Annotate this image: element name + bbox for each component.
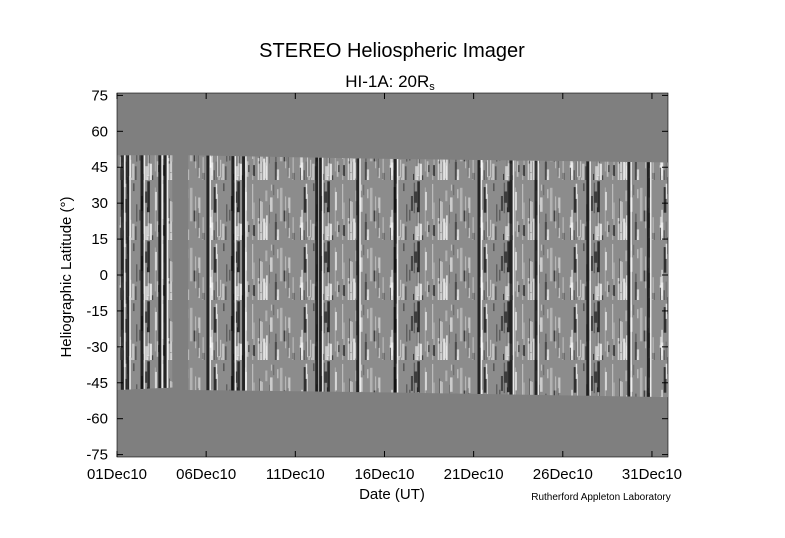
- cme-track-highlight: [512, 160, 515, 395]
- cme-track-highlight: [245, 156, 247, 391]
- cme-track: [163, 155, 167, 388]
- credit-label: Rutherford Appleton Laboratory: [531, 492, 671, 503]
- cme-track-highlight: [630, 162, 632, 397]
- cme-track-highlight: [234, 156, 236, 391]
- y-tick-label: -75: [86, 447, 108, 464]
- x-tick-label: 26Dec10: [533, 466, 593, 483]
- cme-track: [509, 160, 513, 395]
- subtitle-main: HI-1A: 20R: [345, 72, 429, 91]
- cme-track-highlight: [123, 155, 126, 390]
- y-tick-label: 60: [91, 123, 108, 140]
- chart-subtitle: HI-1A: 20Rs: [345, 72, 435, 93]
- cme-track-highlight: [396, 159, 399, 393]
- cme-track-highlight: [209, 155, 211, 391]
- cme-track: [315, 157, 319, 392]
- cme-track: [627, 162, 631, 397]
- x-axis: 01Dec10 06Dec10 11Dec10 16Dec10 21Dec10 26Dec…: [87, 93, 682, 483]
- cme-track: [586, 161, 590, 396]
- x-tick-label: 16Dec10: [354, 466, 414, 483]
- x-tick-label: 06Dec10: [176, 466, 236, 483]
- x-tick-label: 01Dec10: [87, 466, 147, 483]
- cme-track: [120, 155, 124, 390]
- cme-track-highlight: [480, 160, 483, 394]
- cme-track: [140, 155, 144, 389]
- cme-track: [242, 156, 246, 391]
- cme-track: [393, 159, 397, 393]
- subtitle-subscript: s: [429, 81, 435, 93]
- cme-track-highlight: [129, 155, 131, 390]
- cme-track-highlight: [161, 155, 163, 389]
- cme-track-highlight: [166, 155, 169, 388]
- cme-track: [126, 155, 130, 390]
- cme-track-highlight: [589, 161, 591, 396]
- cme-track-highlight: [359, 158, 361, 393]
- y-axis-label: Heliographic Latitude (°): [58, 196, 75, 357]
- y-tick-label: 45: [91, 159, 108, 176]
- cme-track: [231, 156, 235, 391]
- cme-track-highlight: [321, 157, 324, 392]
- plot-area: [116, 92, 669, 458]
- y-tick-label: 0: [100, 267, 108, 284]
- cme-track: [646, 162, 650, 397]
- cme-track: [356, 158, 360, 393]
- y-tick-label: 15: [91, 231, 108, 248]
- y-tick-label: -15: [86, 303, 108, 320]
- x-tick-label: 31Dec10: [622, 466, 682, 483]
- y-tick-label: 30: [91, 195, 108, 212]
- chart-title: STEREO Heliospheric Imager: [259, 40, 525, 62]
- x-tick-label: 11Dec10: [266, 466, 325, 483]
- cme-track-highlight: [537, 160, 540, 395]
- cme-track-highlight: [143, 155, 146, 389]
- data-region-2: [188, 155, 669, 398]
- cme-track: [158, 155, 162, 389]
- cme-track: [318, 157, 322, 392]
- x-tick-label: 21Dec10: [444, 466, 504, 483]
- y-tick-label: -30: [86, 339, 108, 356]
- cme-track: [534, 160, 538, 395]
- y-tick-label: 75: [91, 87, 108, 104]
- cme-track: [206, 155, 210, 391]
- x-axis-label: Date (UT): [359, 486, 425, 503]
- y-tick-label: -60: [86, 411, 108, 428]
- cme-track-highlight: [650, 162, 652, 397]
- y-tick-label: -45: [86, 375, 108, 392]
- cme-track: [477, 160, 481, 394]
- y-axis: 75 60 45 30 15 0 -15 -30 -45 -60 -75: [86, 87, 668, 464]
